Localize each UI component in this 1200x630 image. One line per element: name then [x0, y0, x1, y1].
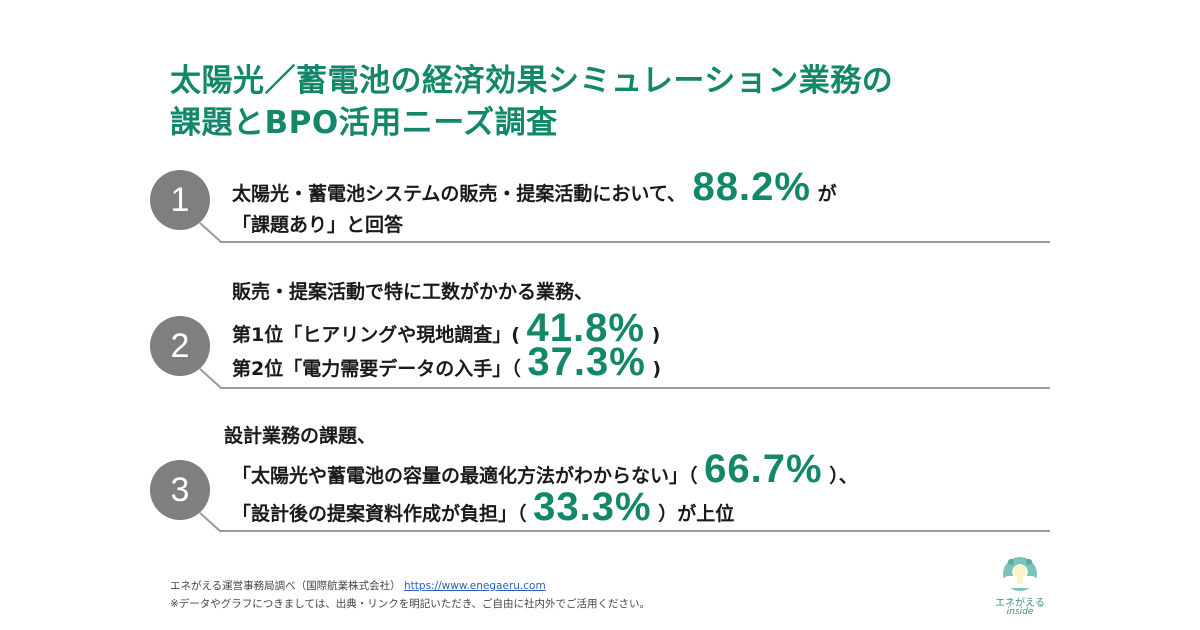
percentage-value: 88.2% [692, 165, 811, 209]
percentage-value: 33.3% [533, 485, 652, 529]
enegaeru-logo: エネがえる inside [985, 556, 1055, 622]
logo-icon [1003, 557, 1037, 591]
source-link[interactable]: https://www.enegaeru.com [404, 580, 546, 592]
title-line-1: 太陽光／蓄電池の経済効果シミュレーション業務の [170, 63, 894, 99]
finding-2-line-3: 第2位「電力需要データの入手」（ 37.3% ) [232, 340, 661, 391]
title-line-2: 課題とBPO活用ニーズ調査 [170, 105, 558, 141]
finding-1-line-1: 太陽光・蓄電池システムの販売・提案活動において、 88.2% が [232, 164, 837, 217]
finding-3-line-3: 「設計後の提案資料作成が負担」（ 33.3% ）が上位 [232, 484, 734, 537]
finding-text: 「設計後の提案資料作成が負担」（ [232, 503, 527, 525]
finding-3-line-1: 設計業務の課題、 [224, 425, 377, 447]
divider-line [220, 241, 1050, 243]
number-badge: 2 [150, 316, 210, 376]
finding-text: 第2位「電力需要データの入手」（ [232, 358, 521, 380]
finding-text: 「太陽光や蓄電池の容量の最適化方法がわからない」（ [232, 465, 698, 487]
divider-line [220, 530, 1050, 532]
percentage-value: 41.8% [526, 306, 645, 350]
divider-line [220, 387, 1050, 389]
pointer-line [199, 368, 222, 389]
finding-text: ) [651, 324, 661, 346]
finding-text: 太陽光・蓄電池システムの販売・提案活動において、 [232, 183, 686, 205]
pointer-line [199, 222, 222, 243]
source-note: エネがえる運営事務局調べ（国際航業株式会社） https://www.enega… [170, 578, 546, 593]
percentage-value: 37.3% [527, 340, 646, 384]
finding-text: ) [652, 358, 662, 380]
finding-text: ）、 [829, 465, 858, 487]
number-badge: 3 [150, 460, 210, 520]
finding-3-line-2: 「太陽光や蓄電池の容量の最適化方法がわからない」（ 66.7% ）、 [232, 446, 858, 499]
percentage-value: 66.7% [704, 447, 823, 491]
finding-text: ）が上位 [658, 503, 735, 525]
usage-note: ※データやグラフにつきましては、出典・リンクを明記いただき、ご自由に社内外でご活… [170, 598, 651, 610]
pointer-line [199, 512, 222, 533]
source-text: エネがえる運営事務局調べ（国際航業株式会社） [170, 580, 401, 592]
finding-2-line-2: 第1位「ヒアリングや現地調査」( 41.8% ) [232, 306, 660, 357]
number-badge: 1 [150, 170, 210, 230]
page-title: 太陽光／蓄電池の経済効果シミュレーション業務の 課題とBPO活用ニーズ調査 [170, 60, 893, 144]
finding-text: 第1位「ヒアリングや現地調査」( [232, 324, 520, 346]
finding-2-line-1: 販売・提案活動で特に工数がかかる業務、 [232, 281, 594, 303]
finding-text: が [817, 183, 837, 205]
logo-sub: inside [1006, 607, 1034, 617]
logo-name: エネがえる [995, 598, 1045, 609]
finding-1-line-2: 「課題あり」と回答 [232, 214, 404, 236]
